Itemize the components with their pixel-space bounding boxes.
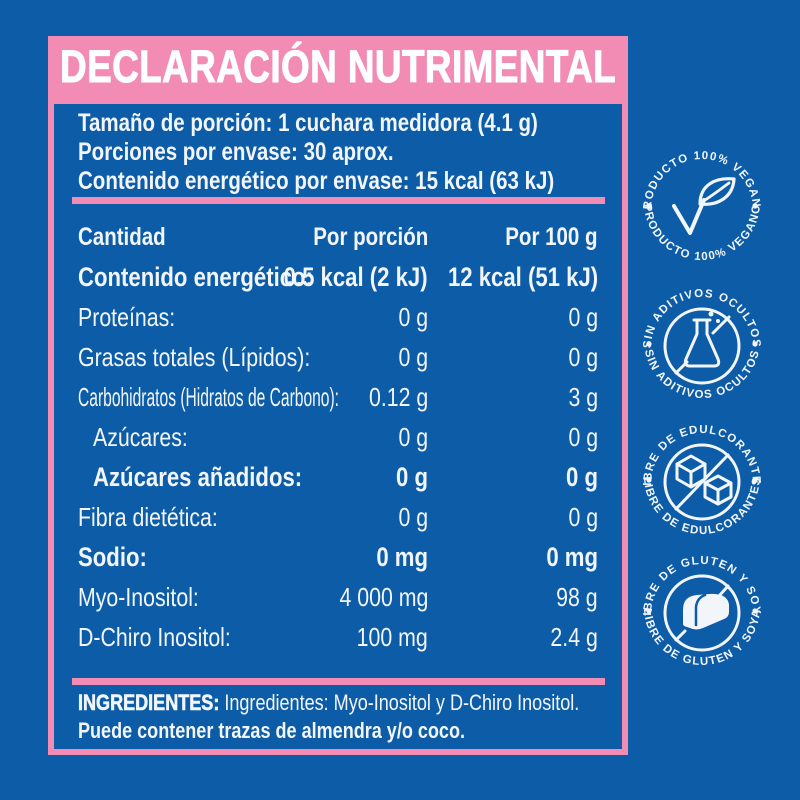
nutrition-facts-box: Tamaño de porción: 1 cuchara medidora (4…: [48, 98, 628, 755]
column-header-per-serving: Por porción: [312, 222, 428, 251]
sugar-cubes-crossed-icon: [663, 443, 741, 521]
page-title: DECLARACIÓN NUTRIMENTAL: [59, 41, 617, 93]
bread-crossed-icon: [663, 574, 741, 652]
divider-bottom: [72, 678, 605, 685]
badge-no-hidden-additives: SIN ADITIVOS OCULTOS SIN ADITIVOS OCULTO…: [642, 288, 762, 401]
ingredients-text: Ingredientes: Myo-Inositol y D-Chiro Ino…: [224, 690, 580, 715]
energy-per-container-line: Contenido energético por envase: 15 kcal…: [78, 167, 555, 195]
nutrition-table: Cantidad Por porción Por 100 g Contenido…: [54, 217, 622, 657]
table-header-row: Cantidad Por porción Por 100 g: [54, 217, 622, 257]
ingredients-label: INGREDIENTES:: [78, 690, 220, 716]
column-header-quantity: Cantidad: [78, 222, 166, 251]
badge-sweetener-bottom-text: LIBRE DE EDULCORANTES: [642, 476, 762, 537]
bullet-separator: [752, 477, 758, 483]
bullet-separator: [646, 203, 652, 209]
nutrient-row-dchiro-inositol: D-Chiro Inositol: 100 mg 2.4 g: [78, 621, 598, 652]
badge-vegan-bottom-text: PRODUCTO 100% VEGANO: [642, 203, 762, 263]
bullet-separator: [752, 341, 758, 347]
column-header-per-100g: Por 100 g: [505, 222, 598, 251]
nutrient-row-total-fat: Grasas totales (Lípidos): 0 g 0 g: [78, 341, 598, 372]
flask-crossed-icon: [663, 307, 741, 385]
serving-info: Tamaño de porción: 1 cuchara medidora (4…: [78, 109, 612, 196]
nutrient-row-sodium: Sodio: 0 mg 0 mg: [78, 541, 598, 572]
nutrition-declaration-banner: DECLARACIÓN NUTRIMENTAL: [48, 36, 628, 98]
bullet-separator: [646, 608, 652, 614]
bullet-separator: [752, 608, 758, 614]
ingredients-section: INGREDIENTES: Ingredientes: Myo-Inositol…: [78, 689, 603, 745]
svg-text:SIN ADITIVOS OCULTOS: SIN ADITIVOS OCULTOS: [642, 288, 762, 349]
bullet-separator: [646, 477, 652, 483]
leaf-check-icon: [672, 177, 736, 235]
badge-sweetener-free: LIBRE DE EDULCORANTES LIBRE DE EDULCORAN…: [642, 420, 762, 537]
nutrient-row-sugars: Azúcares: 0 g 0 g: [93, 421, 598, 452]
badge-additives-bottom-text: SIN ADITIVOS OCULTOS: [642, 348, 761, 401]
nutrient-row-energy: Contenido energético: 0.5 kcal (2 kJ) 12…: [78, 261, 598, 292]
svg-text:LIBRE DE EDULCORANTES: LIBRE DE EDULCORANTES: [642, 476, 762, 537]
svg-text:SIN ADITIVOS OCULTOS: SIN ADITIVOS OCULTOS: [642, 348, 762, 401]
svg-text:PRODUCTO 100% VEGANO: PRODUCTO 100% VEGANO: [642, 203, 762, 263]
allergen-note: Puede contener trazas de almendra y/o co…: [78, 718, 465, 743]
badge-vegan: PRODUCTO 100% VEGANO PRODUCTO 100% VEGAN…: [642, 146, 762, 263]
bullet-separator: [646, 341, 652, 347]
nutrient-row-carbohydrates: Carbohidratos (Hidratos de Carbono): 0.1…: [78, 381, 598, 412]
badge-additives-top-text: SIN ADITIVOS OCULTOS: [642, 288, 761, 349]
nutrient-row-dietary-fiber: Fibra dietética: 0 g 0 g: [78, 501, 598, 532]
serving-size-line: Tamaño de porción: 1 cuchara medidora (4…: [78, 109, 538, 137]
nutrient-row-myo-inositol: Myo-Inositol: 4 000 mg 98 g: [78, 581, 598, 612]
badge-gluten-soy-free: LIBRE DE GLUTEN Y SOYA LIBRE DE GLUTEN Y…: [642, 551, 762, 668]
servings-per-container-line: Porciones por envase: 30 aprox.: [78, 138, 394, 166]
nutrient-row-added-sugars: Azúcares añadidos: 0 g 0 g: [93, 461, 598, 492]
divider-top: [72, 197, 605, 204]
nutrient-row-protein: Proteínas: 0 g 0 g: [78, 301, 598, 332]
bullet-separator: [752, 203, 758, 209]
